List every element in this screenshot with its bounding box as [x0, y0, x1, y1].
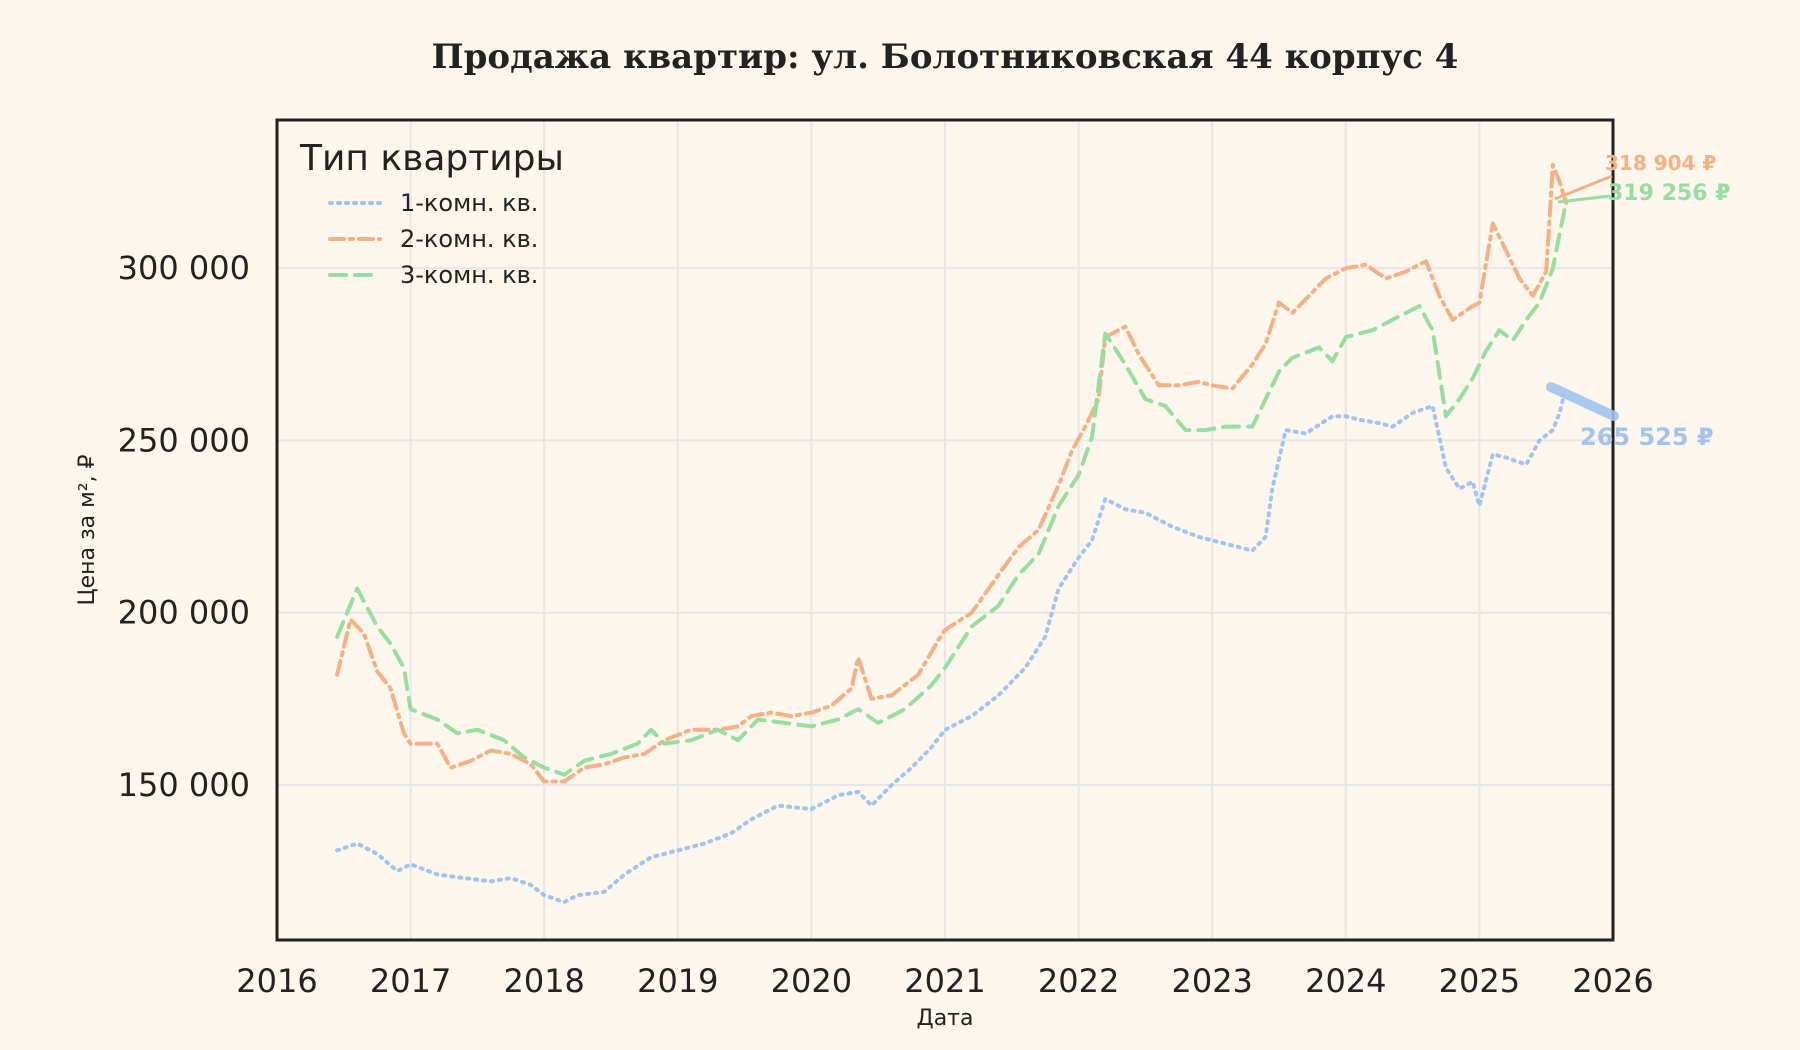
end-label-2: 318 904 ₽: [1605, 151, 1716, 175]
y-tick-label: 300 000: [118, 249, 250, 287]
end-arrow-2: [1554, 174, 1613, 201]
y-axis-ticks: 150 000 200 000 250 000 300 000: [118, 249, 250, 804]
series-layer: [335, 162, 1569, 905]
x-tick-label: 2016: [236, 962, 317, 1000]
legend-title: Тип квартиры: [299, 138, 564, 179]
x-axis-label: Дата: [917, 1006, 974, 1031]
end-arrow-1: [1546, 382, 1619, 421]
end-arrow-3: [1557, 194, 1611, 204]
y-tick-label: 250 000: [118, 421, 250, 459]
chart-title: Продажа квартир: ул. Болотниковская 44 к…: [432, 37, 1459, 77]
x-tick-label: 2020: [771, 962, 852, 1000]
series-line-2: [335, 162, 1569, 784]
legend-label-1: 1-комн. кв.: [400, 189, 538, 217]
x-tick-label: 2019: [637, 962, 718, 1000]
legend-label-3: 3-комн. кв.: [400, 261, 538, 289]
series-line-3: [335, 199, 1569, 777]
x-tick-label: 2026: [1572, 962, 1653, 1000]
x-axis-ticks: 2016 2017 2018 2019 2020 2021 2022 2023 2024 2025…: [236, 962, 1653, 1000]
end-value-annotations: 265 525 ₽ 318 904 ₽ 319 256 ₽: [1546, 151, 1730, 451]
end-label-3: 319 256 ₽: [1608, 181, 1730, 206]
series-line-1: [335, 384, 1569, 905]
legend: Тип квартиры 1-комн. кв. 2-комн. кв. 3-к…: [299, 138, 564, 289]
x-tick-label: 2021: [904, 962, 985, 1000]
y-tick-label: 200 000: [118, 594, 250, 632]
x-tick-label: 2018: [503, 962, 584, 1000]
x-tick-label: 2025: [1439, 962, 1520, 1000]
x-tick-label: 2022: [1038, 962, 1119, 1000]
y-axis-label: Цена за м², ₽: [75, 454, 100, 605]
x-tick-label: 2024: [1305, 962, 1386, 1000]
end-label-1: 265 525 ₽: [1580, 423, 1714, 451]
plot-frame: [275, 118, 1615, 942]
legend-label-2: 2-комн. кв.: [400, 225, 538, 253]
x-tick-label: 2017: [370, 962, 451, 1000]
y-tick-label: 150 000: [118, 766, 250, 804]
x-tick-label: 2023: [1171, 962, 1252, 1000]
